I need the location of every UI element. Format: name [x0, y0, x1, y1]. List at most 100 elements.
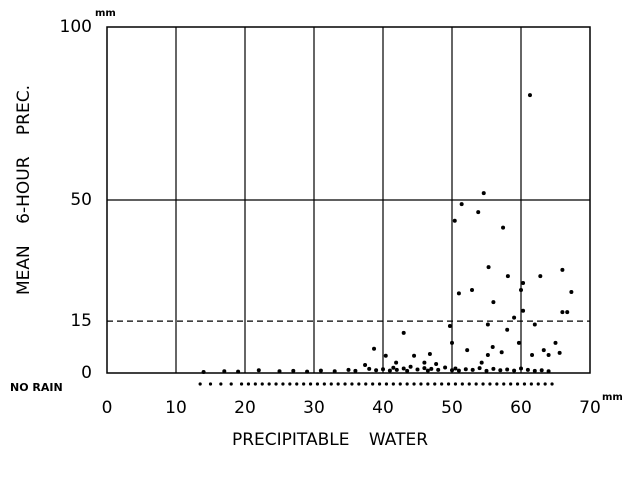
point	[557, 350, 562, 355]
point	[546, 353, 551, 358]
no-rain-point	[446, 382, 451, 386]
y-tick-label: 50	[70, 190, 92, 210]
point	[505, 327, 510, 332]
point	[485, 353, 490, 358]
point	[463, 367, 468, 372]
no-rain-point	[364, 382, 368, 386]
point	[539, 368, 544, 373]
no-rain-point	[208, 382, 213, 386]
no-rain-point	[543, 382, 547, 386]
no-rain-point	[281, 382, 285, 386]
point	[560, 310, 565, 315]
point	[560, 267, 565, 272]
no-rain-point	[515, 382, 520, 386]
point	[222, 369, 227, 374]
point	[532, 368, 537, 373]
point	[527, 93, 532, 98]
point	[401, 330, 406, 335]
point	[481, 191, 486, 196]
point	[201, 369, 206, 374]
no-rain-point	[550, 382, 554, 386]
point	[450, 368, 454, 373]
no-rain-point	[377, 382, 382, 386]
y-tick-label: 0	[81, 363, 92, 383]
no-rain-point	[495, 382, 499, 386]
point	[387, 368, 392, 373]
point	[436, 367, 441, 372]
point	[305, 369, 310, 374]
no-rain-point	[329, 382, 333, 386]
point	[450, 340, 454, 345]
point	[525, 367, 530, 372]
no-rain-point	[229, 382, 233, 386]
point	[491, 300, 496, 305]
point	[405, 368, 410, 373]
no-rain-point	[398, 382, 402, 386]
point	[541, 348, 546, 353]
x-axis-label: PRECIPITABLE WATER	[232, 430, 428, 450]
no-rain-point	[260, 382, 264, 386]
point	[394, 367, 399, 372]
no-rain-point	[536, 382, 540, 386]
point	[465, 348, 470, 353]
no-rain-point	[350, 382, 354, 386]
no-rain-point	[343, 382, 347, 386]
point	[291, 368, 296, 373]
point	[434, 362, 439, 367]
point	[485, 322, 490, 327]
x-tick-label: 40	[372, 398, 394, 418]
no-rain-point	[433, 382, 437, 386]
point	[459, 202, 464, 207]
point	[484, 368, 489, 373]
no-rain-point	[198, 382, 202, 386]
point	[318, 368, 323, 373]
no-rain-point	[302, 382, 306, 386]
point	[538, 274, 543, 279]
point	[456, 291, 461, 296]
point	[367, 366, 372, 371]
point	[498, 368, 503, 373]
x-tick-label: 30	[303, 398, 325, 418]
no-rain-point	[308, 382, 313, 386]
no-rain-label: NO RAIN	[10, 381, 63, 394]
no-rain-point	[274, 382, 278, 386]
point	[346, 367, 351, 372]
no-rain-point	[371, 382, 375, 386]
no-rain-point	[239, 382, 244, 386]
point	[236, 369, 241, 374]
x-tick-label: 50	[441, 398, 463, 418]
no-rain-point	[246, 382, 251, 386]
y-unit: mm	[95, 8, 116, 19]
y-tick-label: 15	[70, 311, 92, 331]
point	[486, 265, 491, 270]
y-axis-label: MEAN 6-HOUR PREC.	[14, 85, 34, 295]
point	[256, 368, 261, 373]
no-rain-point	[357, 382, 361, 386]
point	[412, 353, 417, 358]
no-rain-point	[288, 382, 292, 386]
no-rain-point	[253, 382, 257, 386]
x-tick-label: 60	[510, 398, 532, 418]
point	[499, 350, 504, 355]
no-rain-point	[219, 382, 223, 386]
point	[521, 281, 526, 286]
point	[332, 369, 337, 374]
point	[476, 210, 481, 215]
no-rain-point	[419, 382, 423, 386]
x-unit: mm	[602, 392, 623, 403]
no-rain-point	[453, 382, 458, 386]
point	[447, 323, 452, 328]
point	[512, 368, 517, 373]
point	[391, 365, 396, 370]
point	[422, 366, 427, 371]
x-tick-label: 10	[165, 398, 187, 418]
point	[363, 363, 368, 368]
no-rain-point	[460, 382, 464, 386]
no-rain-point	[412, 382, 416, 386]
point	[425, 368, 430, 373]
no-rain-point	[426, 382, 430, 386]
no-rain-point	[322, 382, 326, 386]
point	[381, 367, 385, 372]
